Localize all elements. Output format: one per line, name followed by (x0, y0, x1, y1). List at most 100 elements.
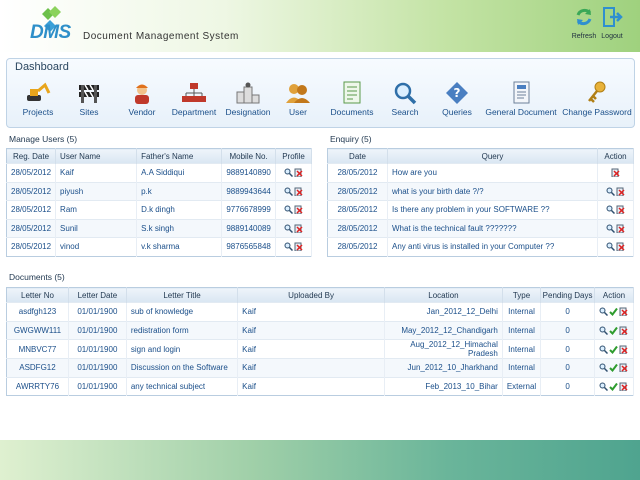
view-icon[interactable] (606, 187, 615, 196)
document-actions (594, 358, 635, 377)
document-type: Internal (502, 302, 542, 321)
dashboard-item-general-document[interactable]: General Document (485, 81, 557, 121)
column-header[interactable]: Letter Title (126, 287, 239, 303)
query-link[interactable]: How are you (387, 163, 598, 182)
letter-no-link[interactable]: GWGWW111 (6, 320, 69, 340)
dashboard-item-documents[interactable]: Documents (327, 81, 377, 121)
delete-icon[interactable] (619, 382, 628, 392)
view-icon[interactable] (284, 187, 293, 196)
pending-days: 0 (540, 339, 595, 359)
query-link[interactable]: what is your birth date ?/? (387, 181, 598, 201)
letter-no-link[interactable]: asdfgh123 (6, 302, 69, 321)
view-icon[interactable] (606, 205, 615, 215)
delete-icon[interactable] (294, 224, 303, 234)
father-name: D.k dingh (136, 200, 223, 219)
delete-icon[interactable] (619, 326, 628, 336)
dashboard-item-change-password[interactable]: Change Password (562, 81, 632, 121)
query-link[interactable]: Any anti virus is installed in your Comp… (387, 237, 598, 256)
father-name: S.k singh (136, 218, 223, 238)
refresh-button[interactable]: Refresh (564, 6, 604, 40)
delete-icon[interactable] (619, 345, 628, 355)
approve-check-icon[interactable] (609, 363, 618, 373)
dashboard-item-search[interactable]: Search (387, 81, 423, 121)
enquiry-actions (597, 181, 634, 201)
column-header[interactable]: User Name (55, 148, 138, 164)
logout-button[interactable]: Logout (592, 6, 632, 40)
column-header[interactable]: Letter Date (68, 287, 127, 303)
query-link[interactable]: What is the technical fault ??????? (387, 218, 598, 238)
user-name-link[interactable]: piyush (55, 181, 138, 201)
approve-check-icon[interactable] (609, 326, 618, 335)
user-name-link[interactable]: Kaif (55, 163, 138, 182)
dashboard-toolbar: Dashboard Projects Sites Vendor Departme… (6, 58, 635, 128)
view-icon[interactable] (606, 242, 615, 252)
delete-icon[interactable] (294, 242, 303, 252)
pending-days: 0 (540, 302, 595, 321)
user-name-link[interactable]: Sunil (55, 218, 138, 238)
dashboard-item-vendor[interactable]: Vendor (119, 81, 165, 121)
view-icon[interactable] (284, 242, 293, 252)
view-icon[interactable] (599, 345, 608, 354)
delete-icon[interactable] (294, 187, 303, 197)
approve-check-icon[interactable] (609, 382, 618, 391)
view-icon[interactable] (599, 363, 608, 373)
letter-no-link[interactable]: ASDFG12 (6, 358, 69, 377)
app-header: DMS Document Management System Refresh L… (0, 0, 640, 52)
table-row: 28/05/2012 vinod v.k sharma 9876565848 (6, 237, 312, 256)
delete-icon[interactable] (616, 224, 625, 234)
delete-icon[interactable] (619, 307, 628, 317)
document-actions (594, 376, 635, 396)
delete-icon[interactable] (616, 205, 625, 215)
approve-check-icon[interactable] (609, 345, 618, 354)
enquiry-actions (597, 237, 634, 256)
column-header[interactable]: Reg. Date (6, 148, 57, 164)
dashboard-item-projects[interactable]: Projects (15, 81, 61, 121)
dashboard-item-label: Documents (330, 107, 374, 117)
dashboard-item-user[interactable]: User (283, 81, 313, 121)
column-header[interactable]: Date (327, 148, 388, 164)
column-header[interactable]: Mobile No. (221, 148, 277, 164)
column-header[interactable]: Location (384, 287, 503, 303)
query-link[interactable]: Is there any problem in your SOFTWARE ?? (387, 200, 598, 219)
logout-label: Logout (601, 33, 623, 40)
dashboard-item-sites[interactable]: Sites (67, 81, 111, 121)
delete-icon[interactable] (619, 363, 628, 373)
worker-icon (135, 84, 149, 104)
user-name-link[interactable]: vinod (55, 237, 138, 256)
view-icon[interactable] (606, 224, 615, 233)
dashboard-item-department[interactable]: Department (169, 81, 219, 121)
approve-check-icon[interactable] (609, 307, 618, 317)
delete-icon[interactable] (294, 205, 303, 215)
view-icon[interactable] (284, 205, 293, 215)
column-header[interactable]: Query (387, 148, 598, 164)
delete-icon[interactable] (616, 242, 625, 252)
column-header: Action (594, 287, 635, 303)
view-icon[interactable] (284, 168, 293, 178)
letter-no-link[interactable]: AWRRTY76 (6, 376, 69, 396)
magnifier-icon (394, 82, 417, 105)
letter-title: Discussion on the Software (126, 358, 239, 377)
dms-logo-icon (42, 6, 61, 32)
view-icon[interactable] (599, 326, 608, 335)
column-header[interactable]: Type (502, 287, 542, 303)
letter-no-link[interactable]: MNBVC77 (6, 339, 69, 359)
view-icon[interactable] (599, 382, 608, 391)
column-header[interactable]: Father's Name (136, 148, 223, 164)
view-icon[interactable] (284, 224, 293, 233)
dashboard-item-queries[interactable]: ? Queries (437, 81, 477, 121)
view-icon[interactable] (599, 307, 608, 317)
column-header[interactable]: Pending Days (540, 287, 595, 303)
table-row: 28/05/2012 Ram D.k dingh 9776678999 (6, 200, 312, 219)
uploaded-by: Kaif (237, 339, 385, 359)
table-row: 28/05/2012 Kaif A.A Siddiqui 9889140890 (6, 163, 312, 182)
dashboard-item-label: Search (391, 107, 419, 117)
barrier-icon (79, 84, 99, 103)
delete-icon[interactable] (294, 168, 303, 178)
column-header[interactable]: Letter No (6, 287, 69, 303)
delete-icon[interactable] (616, 187, 625, 197)
dashboard-item-designation[interactable]: Designation (223, 81, 273, 121)
user-name-link[interactable]: Ram (55, 200, 138, 219)
column-header[interactable]: Uploaded By (237, 287, 385, 303)
delete-icon[interactable] (611, 168, 620, 178)
document-actions (594, 320, 635, 340)
